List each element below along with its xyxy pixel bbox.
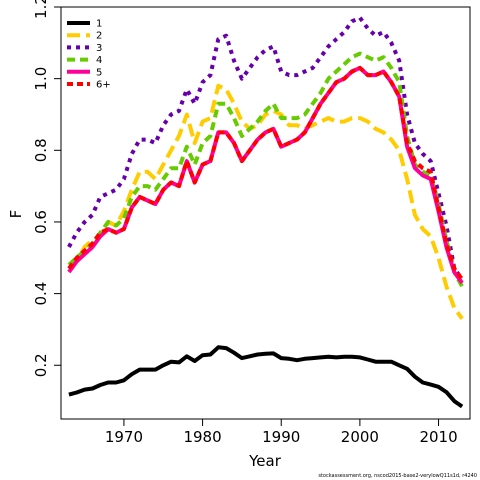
series-line-1 — [68, 345, 464, 409]
x-tick-label: 2000 — [341, 428, 379, 446]
y-tick-label: 0.2 — [32, 353, 50, 377]
legend-label: 1 — [96, 19, 102, 30]
legend-label: 3 — [96, 43, 102, 54]
y-tick-label: 0.4 — [32, 282, 50, 306]
x-tick-label: 2010 — [419, 428, 457, 446]
legend-label: 4 — [96, 55, 102, 66]
series-lines — [67, 15, 464, 409]
y-tick-label: 0.8 — [32, 138, 50, 162]
legend-label: 5 — [96, 67, 102, 78]
source-note: stockassessment.org, nscod2015-base2-ver… — [318, 473, 477, 479]
x-tick-label: 1980 — [183, 428, 221, 446]
y-tick-label: 1.0 — [32, 67, 50, 91]
y-axis: 0.2 0.4 0.6 0.8 1.0 1.2 — [32, 0, 61, 377]
legend-label: 2 — [96, 31, 102, 42]
series-line-2 — [68, 83, 464, 320]
x-tick-label: 1970 — [105, 428, 143, 446]
x-axis-title: Year — [248, 452, 282, 470]
series-line-6plus — [67, 65, 464, 281]
y-axis-title: F — [7, 210, 25, 219]
x-tick-label: 1990 — [262, 428, 300, 446]
series-line-3 — [67, 15, 464, 281]
series-line-4 — [67, 51, 464, 288]
legend-label: 6+ — [96, 80, 111, 91]
plot-frame — [60, 6, 471, 420]
y-tick-label: 0.6 — [32, 210, 50, 234]
x-axis: 1970 1980 1990 2000 2010 — [105, 419, 458, 446]
y-tick-label: 1.2 — [32, 0, 50, 19]
